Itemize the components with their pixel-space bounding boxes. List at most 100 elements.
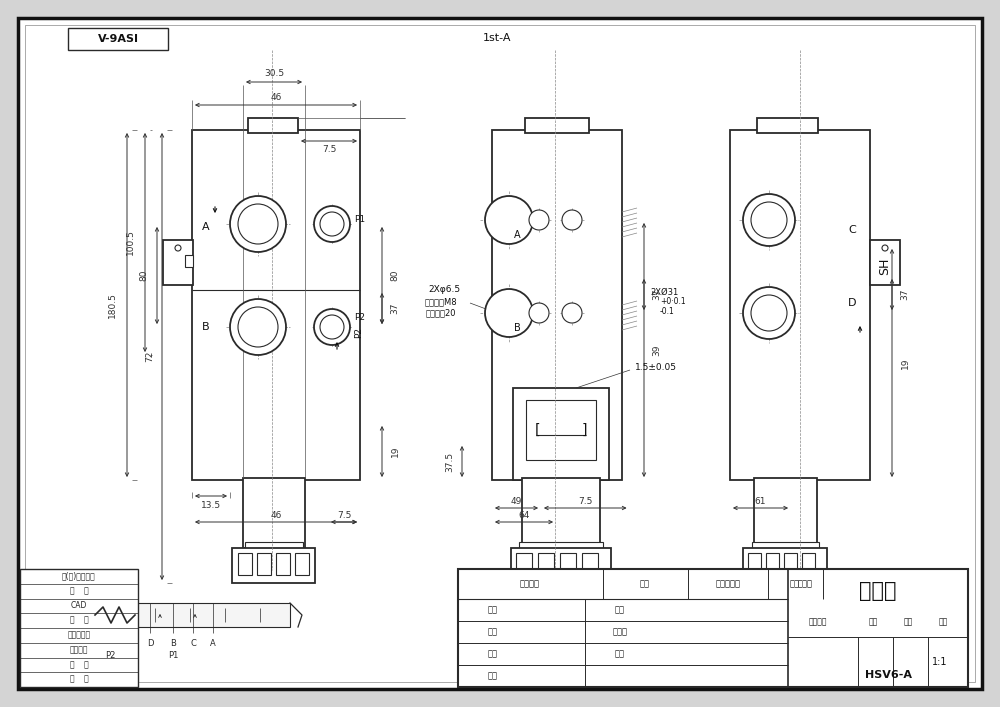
Bar [243, 478, 305, 548]
Text: 外形图: 外形图 [859, 581, 897, 601]
Text: C: C [848, 225, 856, 235]
Text: 制图: 制图 [488, 628, 498, 636]
Text: CAD: CAD [71, 601, 87, 610]
Text: B: B [514, 323, 520, 333]
Text: 180.5: 180.5 [108, 292, 116, 318]
Text: 底图总号: 底图总号 [70, 645, 88, 654]
Text: 设计: 设计 [488, 605, 498, 614]
Bar [487, 308, 531, 318]
Text: 签    字: 签 字 [70, 660, 88, 669]
Text: 校对: 校对 [488, 650, 498, 658]
Bar [743, 548, 827, 583]
Text: 7.5: 7.5 [322, 144, 336, 153]
Text: 49: 49 [511, 496, 522, 506]
Text: 61: 61 [755, 496, 766, 506]
Text: 描    校: 描 校 [70, 616, 88, 625]
Text: A: A [210, 638, 216, 648]
Text: SH: SH [879, 257, 892, 275]
Bar [513, 388, 609, 480]
Circle shape [485, 289, 533, 337]
Bar [185, 255, 193, 267]
Text: 7.5: 7.5 [337, 510, 351, 520]
Text: 1st-A: 1st-A [483, 33, 511, 43]
Text: 7.5: 7.5 [578, 496, 592, 506]
Text: A: A [202, 222, 210, 232]
Text: 批准: 批准 [615, 650, 625, 658]
Bar [238, 553, 252, 575]
Text: 工艺: 工艺 [615, 605, 625, 614]
Circle shape [529, 303, 549, 323]
Text: 37.5: 37.5 [446, 452, 454, 472]
Circle shape [314, 309, 350, 345]
Bar [248, 118, 298, 133]
Bar [511, 548, 611, 583]
Text: [: [ [535, 423, 541, 437]
Text: 数量: 数量 [868, 617, 878, 626]
Bar [522, 478, 600, 546]
Circle shape [743, 194, 795, 246]
Circle shape [485, 196, 533, 244]
Text: 标准化: 标准化 [612, 628, 628, 636]
Circle shape [238, 307, 278, 347]
Text: B: B [202, 322, 210, 332]
Bar [458, 569, 968, 687]
Text: P2: P2 [105, 650, 115, 660]
Text: 80: 80 [140, 270, 148, 281]
Text: 1.5±0.05: 1.5±0.05 [635, 363, 677, 371]
Text: 13.5: 13.5 [201, 501, 221, 510]
Text: 信(通)用件登记: 信(通)用件登记 [62, 571, 96, 580]
Text: +0·0.1: +0·0.1 [660, 298, 686, 307]
Text: 100.5: 100.5 [126, 230, 134, 255]
Bar [276, 553, 290, 575]
Bar [519, 542, 603, 550]
Text: V-9ASI: V-9ASI [98, 34, 138, 44]
Bar [560, 553, 576, 575]
Text: 更改文件号: 更改文件号 [716, 580, 740, 588]
Text: 37: 37 [900, 288, 910, 300]
Text: ]: ] [581, 423, 587, 437]
Bar [516, 553, 532, 575]
Text: D: D [848, 298, 856, 308]
Text: -0.1: -0.1 [660, 307, 675, 315]
Bar [135, 603, 290, 627]
Text: 2Xφ6.5: 2Xφ6.5 [428, 286, 460, 295]
Bar [257, 553, 271, 575]
Text: 旧底图总号: 旧底图总号 [67, 631, 91, 640]
Circle shape [751, 202, 787, 238]
Circle shape [882, 245, 888, 251]
Text: 19: 19 [390, 445, 400, 457]
Bar [730, 130, 870, 480]
Circle shape [562, 210, 582, 230]
Circle shape [175, 245, 181, 251]
Circle shape [529, 210, 549, 230]
Bar [766, 553, 779, 575]
Text: 标记处数: 标记处数 [520, 580, 540, 588]
Text: 审核: 审核 [488, 672, 498, 681]
Text: 签名: 签名 [790, 580, 800, 588]
Text: 日    期: 日 期 [70, 674, 88, 684]
Bar [232, 548, 315, 583]
Bar [538, 553, 554, 575]
Text: 1:1: 1:1 [932, 657, 948, 667]
Bar [20, 569, 138, 687]
Text: 背面螺纹M8: 背面螺纹M8 [424, 298, 457, 307]
Text: D: D [147, 638, 153, 648]
Text: 2XØ31: 2XØ31 [650, 288, 678, 296]
Bar [784, 553, 797, 575]
Bar [163, 240, 193, 285]
Bar [526, 400, 596, 460]
Bar [68, 28, 168, 50]
Text: 46: 46 [270, 93, 282, 103]
Text: 80: 80 [390, 270, 400, 281]
Text: C: C [190, 638, 196, 648]
Bar [748, 553, 761, 575]
Text: 72: 72 [146, 350, 154, 362]
Text: 阶段标记: 阶段标记 [809, 617, 827, 626]
Text: 37: 37 [390, 303, 400, 314]
Circle shape [562, 303, 582, 323]
Text: 年月日: 年月日 [798, 580, 812, 588]
Text: B: B [170, 638, 176, 648]
Text: 46: 46 [270, 510, 282, 520]
Bar [487, 215, 531, 225]
Text: A: A [514, 230, 520, 240]
